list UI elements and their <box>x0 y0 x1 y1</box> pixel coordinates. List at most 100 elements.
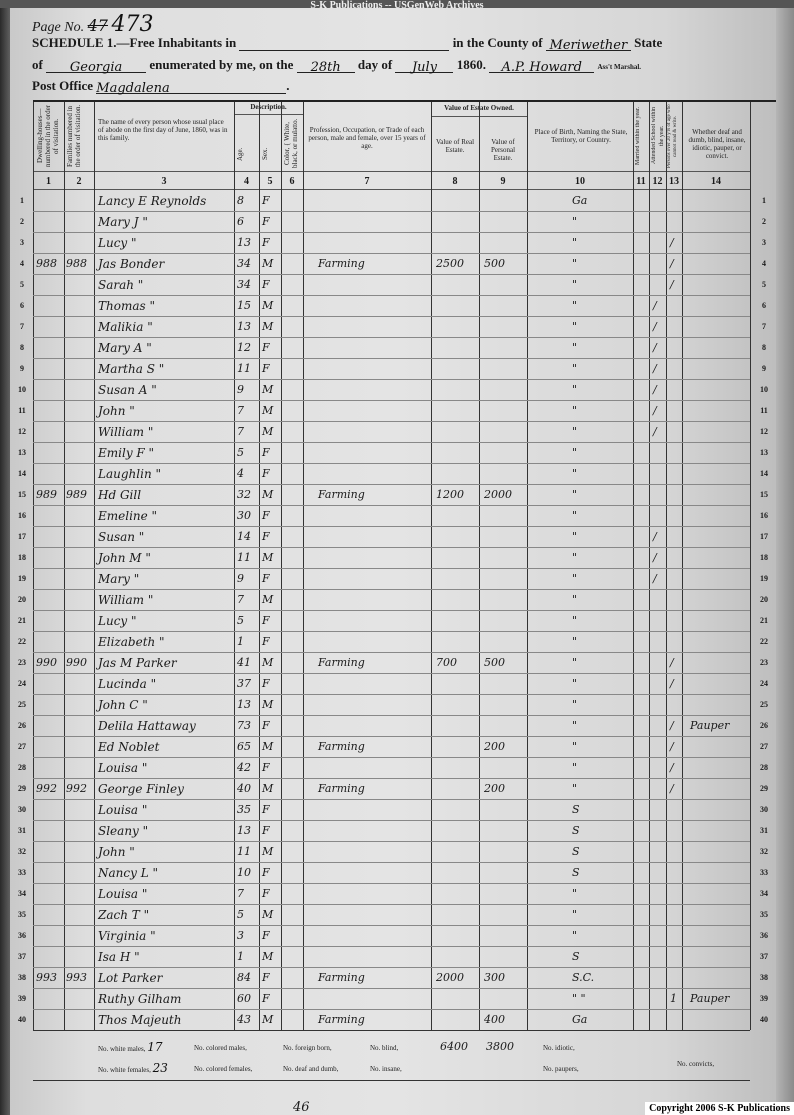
row-rule <box>33 946 750 947</box>
row-rule <box>33 589 750 590</box>
age: 15 <box>237 299 251 312</box>
convicts-label: No. convicts, <box>677 1060 715 1068</box>
person-name: Malikia " <box>98 320 153 334</box>
row-rule <box>33 820 750 821</box>
row-number-left: 13 <box>18 448 26 457</box>
age: 5 <box>237 614 244 627</box>
person-name: Lucy " <box>98 236 137 250</box>
row-number-left: 7 <box>20 322 24 331</box>
sex: F <box>262 719 270 732</box>
white-males-count: 17 <box>147 1040 163 1054</box>
age: 34 <box>237 278 251 291</box>
person-name: William " <box>98 425 154 439</box>
birthplace: " <box>572 593 578 606</box>
row-rule <box>33 841 750 842</box>
column-number: 11 <box>636 176 646 187</box>
row-number-left: 24 <box>18 679 26 688</box>
row-rule <box>33 274 750 275</box>
person-name: Louisa " <box>98 887 148 901</box>
person-name: John C " <box>98 698 148 712</box>
cannot-read-mark: / <box>670 677 674 690</box>
school-mark: / <box>653 425 657 438</box>
row-number-right: 39 <box>760 994 768 1003</box>
archive-band <box>0 0 794 8</box>
row-number-left: 3 <box>20 238 24 247</box>
column-number: 12 <box>652 176 663 187</box>
person-name: Louisa " <box>98 761 148 775</box>
row-rule <box>33 547 750 548</box>
sex: F <box>262 194 270 207</box>
description-header: Description. <box>250 103 287 111</box>
sex: F <box>262 278 270 291</box>
column-number: 7 <box>364 176 370 187</box>
column-number: 1 <box>46 176 51 187</box>
row-number-right: 21 <box>760 616 768 625</box>
row-number-left: 14 <box>18 469 26 478</box>
person-name: Louisa " <box>98 803 148 817</box>
age: 60 <box>237 992 251 1005</box>
person-name: Lot Parker <box>98 971 163 985</box>
person-name: Isa H " <box>98 950 140 964</box>
col-sex-header: Sex. <box>261 147 269 161</box>
state-value: Georgia <box>46 60 147 75</box>
dwelling-number: 990 <box>36 656 57 669</box>
family-number: 990 <box>66 656 87 669</box>
birthplace: " <box>572 215 578 228</box>
age: 73 <box>237 719 251 732</box>
row-number-left: 32 <box>18 847 26 856</box>
sex: M <box>262 257 274 270</box>
age: 37 <box>237 677 251 690</box>
bottom-page-mark: 46 <box>293 1100 310 1115</box>
page-number-crossed: 47 <box>87 16 108 35</box>
row-number-right: 13 <box>760 448 768 457</box>
row-number-left: 33 <box>18 868 26 877</box>
column-rule <box>649 102 650 1030</box>
schedule-label: SCHEDULE 1.—Free Inhabitants in <box>32 35 237 50</box>
dwelling-number: 993 <box>36 971 57 984</box>
row-rule <box>33 379 750 380</box>
of-label: of <box>32 57 43 72</box>
sex: F <box>262 866 270 879</box>
total-real-estate: 6400 <box>440 1040 468 1053</box>
marshal-signature: A.P. Howard <box>489 60 595 75</box>
row-rule <box>33 736 750 737</box>
scan-left-edge <box>0 0 12 1115</box>
row-number-right: 7 <box>762 322 766 331</box>
sex: M <box>262 320 274 333</box>
blind-label: No. blind, <box>370 1044 399 1052</box>
birthplace: " " <box>572 992 586 1005</box>
row-number-left: 34 <box>18 889 26 898</box>
col-family-header: Families numbered in the order of visita… <box>66 104 82 168</box>
age: 7 <box>237 887 244 900</box>
person-name: George Finley <box>98 782 184 796</box>
age: 7 <box>237 593 244 606</box>
white-males-label: No. white males, <box>98 1045 146 1053</box>
month-value: July <box>395 60 454 75</box>
birthplace: S <box>572 803 580 816</box>
day-of-label: day of <box>357 57 393 72</box>
age: 7 <box>237 404 244 417</box>
row-number-left: 5 <box>20 280 24 289</box>
sex: F <box>262 467 270 480</box>
sex: M <box>262 698 274 711</box>
schedule-line: SCHEDULE 1.—Free Inhabitants in in the C… <box>32 35 752 53</box>
post-office-label: Post Office <box>32 78 94 93</box>
row-rule <box>33 463 750 464</box>
occupation: Farming <box>318 1013 365 1026</box>
row-number-left: 31 <box>18 826 26 835</box>
total-personal-estate: 3800 <box>486 1040 514 1053</box>
row-number-left: 9 <box>20 364 24 373</box>
person-name: John " <box>98 845 135 859</box>
row-number-left: 28 <box>18 763 26 772</box>
row-number-right: 8 <box>762 343 766 352</box>
birthplace: " <box>572 761 578 774</box>
column-number: 9 <box>500 176 506 187</box>
birthplace: " <box>572 383 578 396</box>
person-name: William " <box>98 593 154 607</box>
school-mark: / <box>653 572 657 585</box>
row-number-right: 26 <box>760 721 768 730</box>
row-number-left: 21 <box>18 616 26 625</box>
col-school-header: Attended School within the year. <box>651 107 665 165</box>
row-rule <box>33 211 750 212</box>
person-name: Sarah " <box>98 278 144 292</box>
